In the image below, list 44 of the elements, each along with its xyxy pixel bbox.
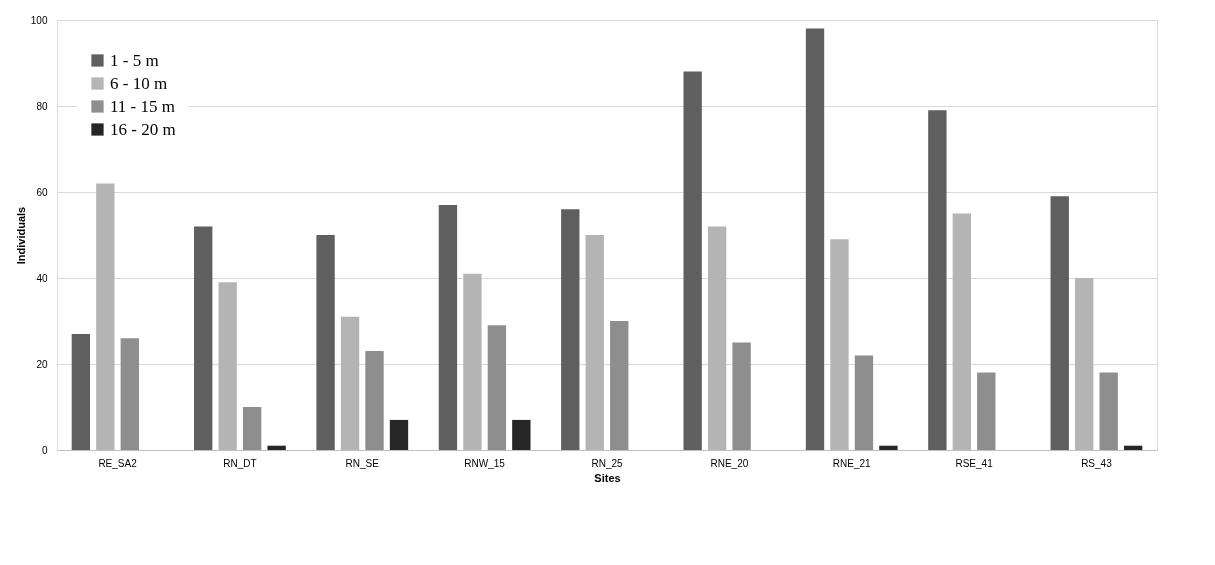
bar bbox=[71, 333, 91, 450]
bar bbox=[487, 325, 507, 450]
x-tick-label: RN_SE bbox=[345, 457, 380, 469]
bar bbox=[438, 204, 458, 450]
x-tick-label: RNE_21 bbox=[832, 457, 872, 469]
bar bbox=[194, 226, 213, 450]
bar bbox=[805, 28, 825, 450]
y-axis-title: Individuals bbox=[14, 206, 27, 265]
bar bbox=[1099, 372, 1118, 450]
legend-label: 6 - 10 m bbox=[110, 73, 168, 93]
x-tick-label: RS_43 bbox=[1081, 457, 1113, 469]
legend-label: 1 - 5 m bbox=[110, 50, 159, 70]
x-tick-label: RNW_15 bbox=[464, 457, 506, 469]
bar bbox=[365, 351, 384, 450]
x-tick-label: RE_SA2 bbox=[98, 457, 138, 469]
x-tick-label: RNE_20 bbox=[710, 457, 749, 469]
bar bbox=[1050, 196, 1069, 450]
bar bbox=[1123, 445, 1143, 450]
x-tick-label: RN_25 bbox=[591, 457, 623, 469]
y-tick-label: 40 bbox=[36, 272, 48, 284]
bar bbox=[854, 355, 874, 450]
bar bbox=[389, 419, 409, 450]
x-axis-title: Sites bbox=[594, 471, 621, 484]
legend-label: 16 - 20 m bbox=[110, 119, 176, 139]
bar bbox=[879, 445, 898, 450]
y-tick-label: 100 bbox=[30, 14, 48, 26]
bar bbox=[928, 110, 947, 450]
y-tick-label: 60 bbox=[36, 186, 48, 198]
legend-label: 11 - 15 m bbox=[110, 96, 176, 116]
bar bbox=[242, 407, 262, 450]
bar bbox=[610, 321, 629, 450]
y-tick-label: 80 bbox=[36, 100, 48, 112]
y-tick-label: 20 bbox=[36, 358, 48, 370]
x-tick-label: RSE_41 bbox=[955, 457, 994, 469]
bar bbox=[977, 372, 996, 450]
bar bbox=[316, 235, 335, 450]
bar bbox=[120, 338, 139, 450]
y-tick-label: 0 bbox=[41, 444, 48, 456]
bar bbox=[561, 209, 580, 450]
bar bbox=[732, 342, 751, 450]
bar bbox=[683, 71, 702, 450]
bar bbox=[267, 445, 286, 450]
bar bbox=[512, 419, 531, 450]
x-tick-label: RN_DT bbox=[223, 457, 257, 469]
